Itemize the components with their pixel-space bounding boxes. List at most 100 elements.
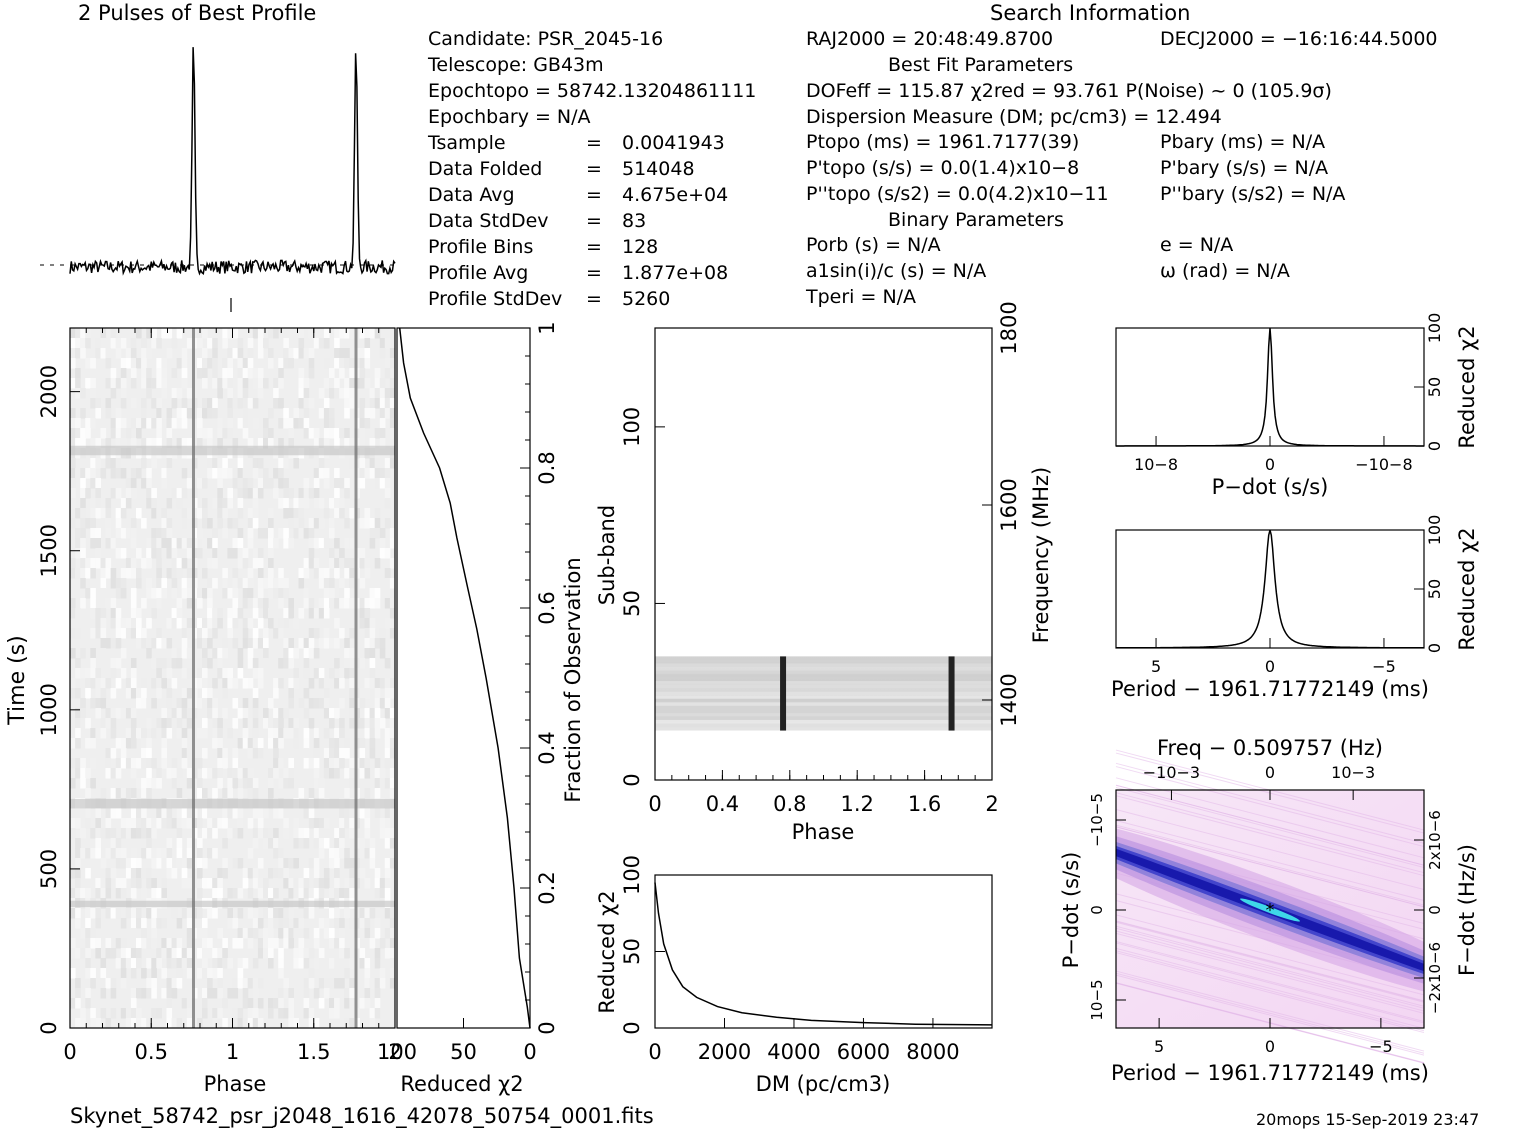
time-phase-cell (242, 998, 249, 1009)
time-phase-cell (298, 528, 305, 539)
time-phase-cell (171, 868, 178, 879)
time-phase-cell (110, 328, 117, 339)
time-phase-cell (247, 598, 254, 609)
time-phase-cell (374, 708, 381, 719)
time-phase-cell (217, 1008, 223, 1019)
time-phase-cell (379, 648, 386, 659)
subband-xtick-label: 1.2 (840, 792, 873, 816)
time-phase-cell (339, 428, 345, 439)
time-phase-cell (212, 878, 218, 889)
time-phase-cell (151, 418, 157, 429)
time-phase-cell (202, 618, 208, 629)
time-phase-cell (171, 648, 178, 659)
time-phase-cell (80, 1008, 86, 1019)
time-phase-cell (242, 628, 249, 639)
ptopo-line: Ptopo (ms) = 1961.7177(39) (806, 131, 1080, 153)
time-phase-cell (318, 828, 325, 839)
time-phase-cell (115, 348, 122, 359)
time-phase-cell (242, 778, 249, 789)
time-phase-cell (146, 438, 152, 449)
time-phase-cell (318, 968, 325, 979)
dm-ytick-label: 0 (620, 1021, 644, 1034)
time-phase-cell (80, 698, 86, 709)
time-phase-cell (334, 328, 340, 339)
time-phase-cell (90, 658, 96, 669)
time-phase-cell (212, 458, 218, 469)
time-phase-cell (141, 888, 147, 899)
time-phase-cell (242, 548, 249, 559)
time-phase-cell (222, 958, 228, 969)
time-phase-cell (110, 988, 117, 999)
time-phase-cell (293, 528, 299, 539)
time-phase-cell (115, 758, 122, 769)
subband-row (655, 702, 992, 706)
time-phase-cell (125, 328, 132, 339)
time-phase-cell (339, 628, 345, 639)
time-phase-cell (288, 358, 294, 369)
time-phase-cell (176, 848, 183, 859)
time-phase-cell (263, 808, 269, 819)
time-phase-cell (298, 608, 305, 619)
time-phase-cell (263, 378, 269, 389)
time-phase-cell (176, 728, 183, 739)
time-phase-cell (384, 458, 391, 469)
time-phase-cell (364, 878, 371, 889)
time-phase-cell (100, 628, 107, 639)
time-phase-cell (130, 398, 137, 409)
time-phase-cell (308, 1008, 315, 1019)
dm-ytick-label: 100 (620, 855, 644, 895)
time-phase-cell (389, 678, 396, 689)
time-phase-cell (379, 828, 386, 839)
time-phase-cell (222, 328, 228, 339)
time-phase-cell (70, 778, 76, 789)
time-phase-cell (85, 668, 91, 679)
time-phase-cell (273, 628, 279, 639)
time-phase-cell (329, 858, 335, 869)
time-phase-cell (176, 498, 183, 509)
time-phase-cell (120, 938, 127, 949)
time-phase-cell (293, 648, 299, 659)
time-phase-cell (323, 698, 330, 709)
time-phase-cell (384, 888, 391, 899)
time-phase-cell (227, 958, 233, 969)
time-phase-cell (303, 598, 310, 609)
time-phase-cell (70, 418, 76, 429)
time-phase-cell (136, 778, 142, 789)
time-phase-cell (176, 698, 183, 709)
pddtopo-line: P''topo (s/s2) = 0.0(4.2)x10−11 (806, 183, 1109, 205)
time-phase-cell (151, 438, 157, 449)
time-phase-cell (130, 418, 137, 429)
time-phase-cell (85, 998, 91, 1009)
time-phase-cell (247, 768, 254, 779)
time-phase-cell (85, 418, 91, 429)
time-phase-cell (379, 438, 386, 449)
time-phase-cell (161, 538, 167, 549)
time-phase-cell (80, 348, 86, 359)
time-phase-cell (100, 888, 107, 899)
time-phase-cell (95, 618, 101, 629)
time-phase-cell (242, 868, 249, 879)
time-phase-cell (75, 858, 81, 869)
time-phase-cell (120, 1008, 127, 1019)
time-phase-cell (247, 578, 254, 589)
time-phase-cell (217, 818, 223, 829)
search-info-title: Search Information (990, 1, 1191, 25)
time-phase-cell (125, 758, 132, 769)
time-phase-cell (349, 978, 355, 989)
time-phase-cell (252, 928, 259, 939)
time-phase-cell (171, 618, 178, 629)
time-phase-cell (161, 378, 167, 389)
time-phase-cell (166, 948, 173, 959)
time-phase-cell (166, 958, 173, 969)
time-phase-cell (95, 398, 101, 409)
time-phase-cell (222, 588, 228, 599)
subband-ytick-label: 50 (620, 590, 644, 617)
time-phase-cell (212, 678, 218, 689)
time-phase-cell (227, 548, 233, 559)
time-phase-cell (146, 818, 152, 829)
time-phase-cell (334, 458, 340, 469)
time-phase-cell (120, 878, 127, 889)
time-phase-cell (212, 728, 218, 739)
time-phase-cell (151, 758, 157, 769)
time-phase-cell (278, 598, 284, 609)
